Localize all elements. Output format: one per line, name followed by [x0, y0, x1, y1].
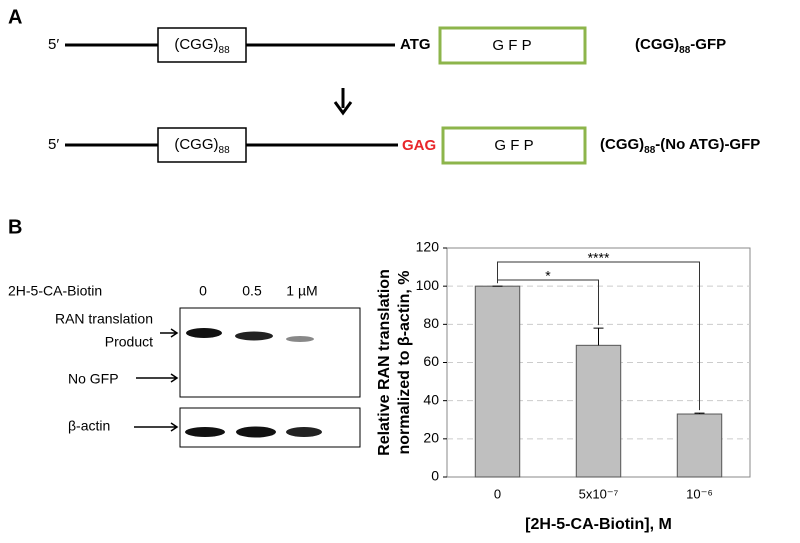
y-tick-label: 60: [423, 353, 439, 369]
error-bar: [593, 327, 604, 346]
band: [185, 427, 225, 437]
construct: 5′ (CGG)88 GAG G F P (CGG)88-(No ATG)-GF…: [48, 126, 760, 165]
y-tick-label: 120: [416, 239, 440, 255]
repeat: (CGG): [174, 36, 218, 53]
chart: 0 20 40 60 80 100 120 Relative RAN translation n…: [376, 239, 751, 533]
repeat-label: (CGG)88: [174, 136, 230, 156]
name-sub: 88: [679, 45, 691, 56]
repeat-label: (CGG)88: [174, 36, 230, 56]
row-label: Product: [105, 334, 153, 350]
repeat-box: [157, 127, 247, 163]
significance-bracket: [497, 261, 700, 411]
dose: 0.5: [242, 283, 262, 299]
y-tick-label: 20: [423, 430, 439, 446]
y-axis-label: Relative RAN translation: [376, 269, 393, 456]
name: (CGG): [635, 36, 679, 53]
gfp-label: G F P: [492, 37, 531, 54]
construct: 5′ (CGG)88 ATG G F P (CGG)88-GFP: [48, 26, 726, 65]
codon: GAG: [402, 137, 436, 154]
bar: [676, 413, 723, 478]
row-label: No GFP: [68, 371, 119, 387]
band: [236, 426, 276, 438]
name-suffix: -(No ATG)-GFP: [655, 136, 760, 153]
name-sub: 88: [644, 145, 656, 156]
dose: 0: [199, 283, 207, 299]
row-label: β-actin: [68, 418, 110, 434]
repeat-box: [157, 27, 247, 63]
blot-panel: [179, 307, 361, 398]
arrows: [134, 328, 179, 432]
repeat-sub: 88: [219, 145, 231, 156]
band: [286, 427, 322, 437]
bar: [474, 285, 521, 478]
significance-label: *: [545, 268, 551, 284]
five-prime: 5′: [48, 136, 59, 153]
y-tick-label: 80: [423, 315, 439, 331]
name: (CGG): [600, 136, 644, 153]
arrow: [160, 328, 179, 338]
gfp-label: G F P: [494, 137, 533, 154]
construct-name: (CGG)88-GFP: [635, 36, 726, 56]
x-tick-label: 0: [494, 486, 501, 501]
panel-label: B: [8, 216, 22, 238]
dose: 1 µM: [286, 283, 317, 299]
y-tick-label: 100: [416, 277, 440, 293]
gfp-box: [441, 126, 587, 165]
y-tick-label: 40: [423, 391, 439, 407]
y-tick-label: 0: [431, 468, 439, 484]
arrow-head: [333, 101, 353, 116]
arrow: [136, 373, 179, 383]
x-tick-label: 5x10⁻⁷: [579, 486, 619, 501]
row-label: RAN translation: [55, 311, 153, 327]
band: [286, 336, 314, 342]
x-tick-label: 10⁻⁶: [686, 486, 713, 501]
gfp-box: [438, 26, 587, 65]
band: [235, 331, 273, 341]
treatment: 2H-5-CA-Biotin: [8, 283, 102, 299]
repeat-sub: 88: [219, 45, 231, 56]
arrow: [134, 422, 179, 432]
error-bar: [694, 412, 705, 415]
panel-label: A: [8, 6, 22, 28]
x-axis-label: [2H-5-CA-Biotin], M: [525, 516, 672, 533]
codon: ATG: [400, 36, 431, 53]
construct-name: (CGG)88-(No ATG)-GFP: [600, 136, 760, 156]
band: [186, 328, 222, 338]
significance-label: ****: [588, 250, 610, 266]
bar: [575, 344, 622, 478]
repeat: (CGG): [174, 136, 218, 153]
y-axis-label: normalized to β-actin, %: [396, 270, 413, 454]
name-suffix: -GFP: [690, 36, 726, 53]
five-prime: 5′: [48, 36, 59, 53]
